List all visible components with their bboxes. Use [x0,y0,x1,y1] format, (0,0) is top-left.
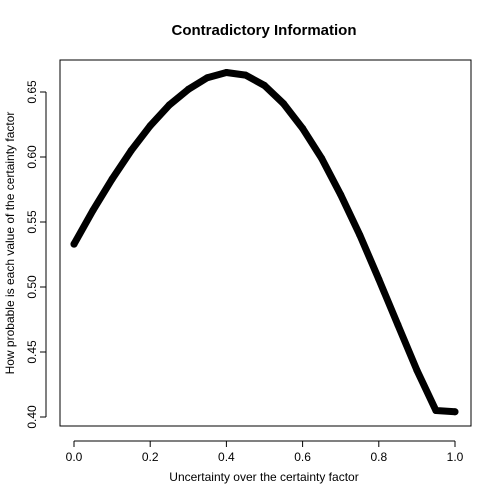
data-point [261,82,268,89]
data-point [413,366,421,374]
data-point [394,321,402,329]
data-point [165,101,173,109]
data-point [337,191,345,199]
data-point [375,275,383,283]
chart-title: Contradictory Information [171,22,356,39]
series-layer [70,69,459,416]
x-tick-label: 1.0 [447,450,464,464]
x-tick-label: 0.8 [370,450,387,464]
x-axis-label: Uncertainty over the certainty factor [169,470,358,484]
data-point [241,71,249,79]
x-tick-label: 0.4 [218,450,235,464]
data-point [184,85,192,93]
y-axis: 0.40 0.45 0.50 0.55 0.60 0.65 [25,80,47,429]
y-tick-label: 0.65 [25,80,39,104]
y-tick-label: 0.40 [25,405,39,429]
series-line [70,69,459,416]
data-point [203,74,211,82]
x-tick-label: 0.6 [294,450,311,464]
data-point [451,408,459,416]
y-tick-label: 0.55 [25,210,39,234]
data-point [222,69,230,76]
data-point [356,231,364,239]
data-point [146,122,154,130]
y-tick-label: 0.50 [25,275,39,299]
data-point [432,407,440,414]
data-point [70,240,78,248]
data-point [299,124,307,132]
y-tick-label: 0.60 [25,145,39,169]
data-point [127,147,135,154]
x-tick-label: 0.2 [142,450,159,464]
data-point [108,175,116,183]
x-axis: 0.0 0.2 0.4 0.6 0.8 1.0 [66,440,464,464]
data-point [280,100,288,108]
data-point [89,206,97,214]
x-tick-label: 0.0 [66,450,83,464]
y-axis-label: How probable is each value of the certai… [3,112,17,375]
y-tick-label: 0.45 [25,340,39,364]
data-point [318,154,326,162]
plot-area [59,59,472,427]
